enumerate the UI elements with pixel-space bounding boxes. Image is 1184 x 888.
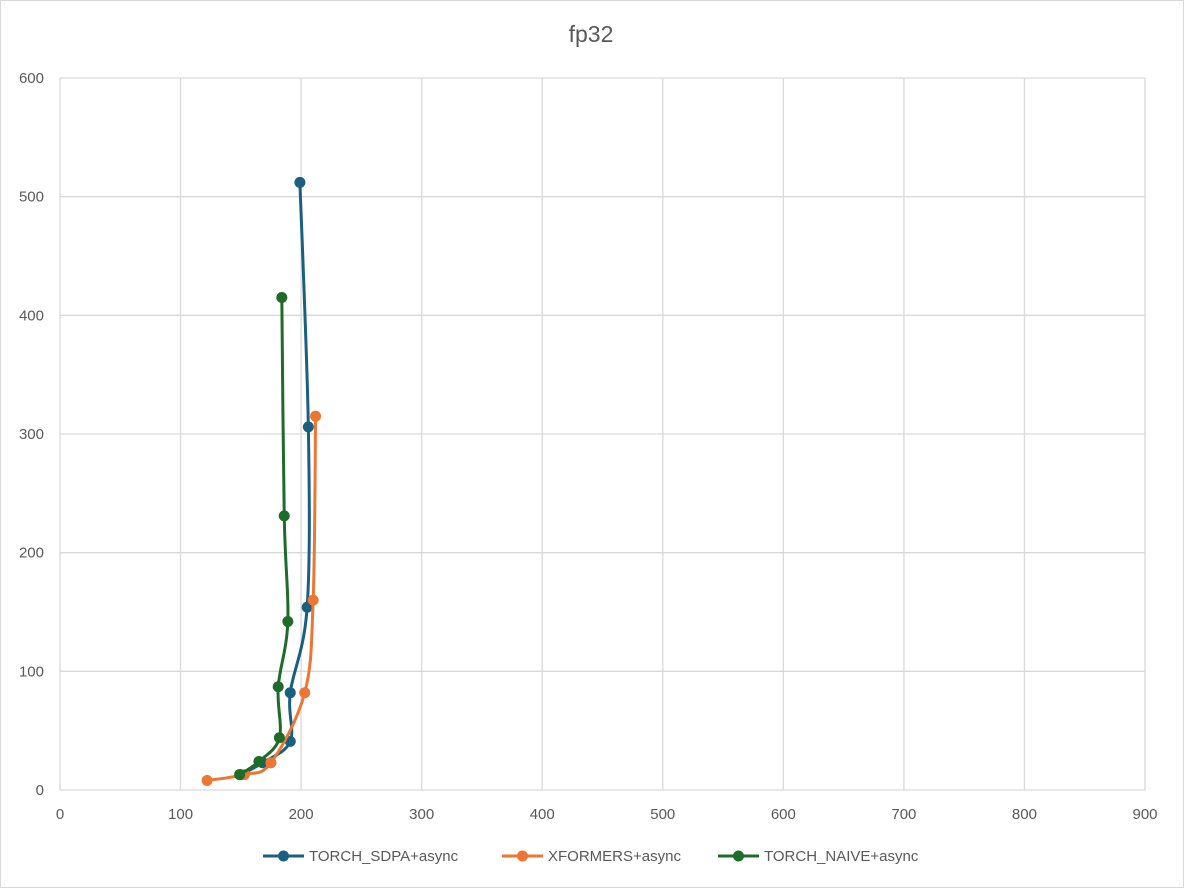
legend-label: TORCH_SDPA+async (309, 848, 459, 865)
x-tick-label: 100 (168, 806, 193, 823)
legend-entry: TORCH_SDPA+async (263, 848, 459, 865)
data-point (307, 594, 319, 606)
y-tick-label: 0 (36, 782, 44, 799)
legend-marker (733, 850, 744, 862)
legend-marker (278, 850, 289, 862)
data-point (253, 756, 265, 768)
x-tick-label: 300 (409, 806, 434, 823)
y-tick-label: 400 (19, 307, 44, 324)
grid-layer (59, 77, 1146, 791)
legend-label: TORCH_NAIVE+async (764, 848, 919, 865)
x-tick-label: 600 (771, 806, 796, 823)
x-tick-label: 500 (650, 806, 675, 823)
legend-label: XFORMERS+async (548, 848, 681, 865)
y-tick-label: 300 (19, 426, 44, 443)
axis-layer: 0 100 200 300 400 500 600 700 800 900 0 100 200 300 40… (19, 70, 1158, 823)
legend-entry: TORCH_NAIVE+async (718, 848, 919, 865)
data-point (272, 681, 284, 693)
y-tick-label: 200 (19, 545, 44, 562)
legend-marker (517, 850, 528, 862)
data-point (302, 421, 314, 433)
data-point (265, 757, 277, 769)
data-point (294, 176, 306, 188)
series-line (205, 414, 318, 783)
data-point (284, 687, 296, 699)
y-tick-label: 100 (19, 663, 44, 680)
series-line (238, 296, 290, 777)
y-tick-label: 500 (19, 189, 44, 206)
legend: TORCH_SDPA+async XFORMERS+async TORCH_NAIV… (263, 848, 919, 865)
x-tick-label: 900 (1132, 806, 1157, 823)
legend-entry: XFORMERS+async (502, 848, 681, 865)
series-1 (201, 410, 322, 787)
y-tick-label: 600 (19, 70, 44, 87)
data-point (282, 615, 294, 627)
data-point (310, 410, 322, 422)
data-point (273, 732, 285, 744)
data-point (278, 510, 290, 522)
x-tick-label: 700 (891, 806, 916, 823)
x-tick-label: 400 (530, 806, 555, 823)
x-tick-label: 200 (289, 806, 314, 823)
chart-title: fp32 (569, 21, 614, 47)
data-point (234, 769, 246, 781)
x-tick-label: 800 (1012, 806, 1037, 823)
data-point (299, 687, 311, 699)
x-tick-label: 0 (56, 806, 64, 823)
data-point (276, 292, 288, 304)
series-2 (234, 292, 294, 781)
data-point (201, 775, 213, 787)
series-layer (201, 176, 322, 787)
